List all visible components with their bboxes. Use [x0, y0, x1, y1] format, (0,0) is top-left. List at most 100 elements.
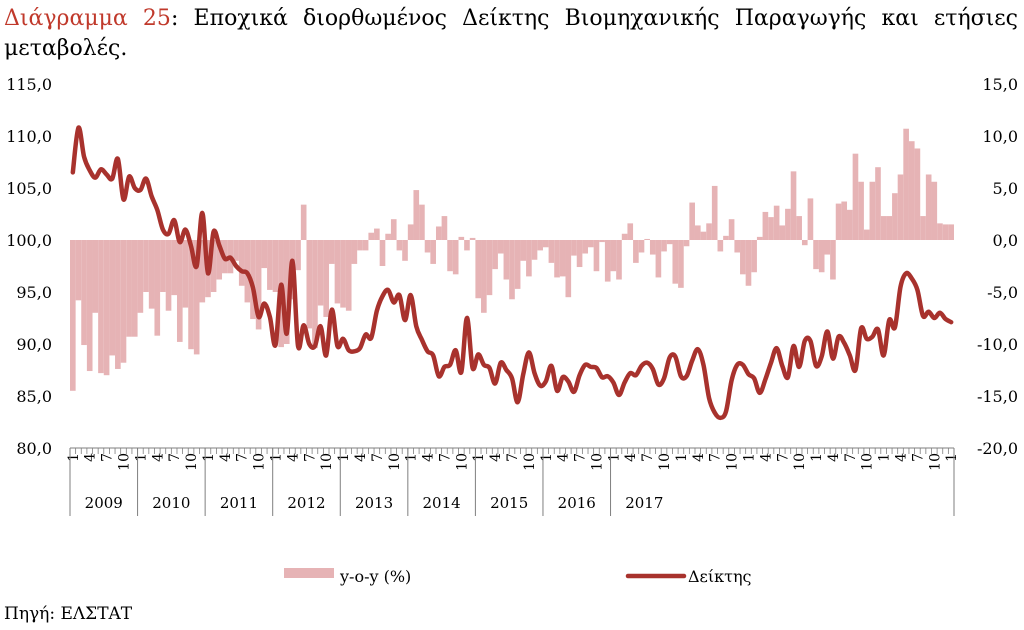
month-tick-label: 10 [387, 453, 403, 471]
bar [98, 240, 104, 374]
year-label: 2014 [423, 494, 461, 512]
month-tick-label: 7 [235, 453, 251, 462]
bar [678, 240, 684, 288]
bar [233, 240, 239, 261]
bar [312, 240, 318, 349]
bar [903, 128, 909, 240]
bar [571, 240, 577, 256]
month-tick-label: 10 [725, 453, 741, 471]
right-axis-tick-label: 5,0 [993, 179, 1018, 198]
bar [627, 223, 634, 240]
month-tick-label: 7 [910, 453, 926, 462]
left-axis-tick-label: 80,0 [16, 439, 52, 458]
month-tick-label: 4 [556, 453, 572, 462]
bar [925, 174, 932, 240]
month-tick-label: 1 [809, 453, 825, 462]
title-label: Διάγραμμα 25 [4, 6, 171, 31]
bar [666, 240, 673, 245]
bar [368, 232, 375, 240]
bar [148, 240, 155, 309]
right-axis-tick-label: 10,0 [982, 127, 1018, 146]
month-tick-label: 7 [437, 453, 453, 462]
bar [165, 240, 172, 311]
bar [604, 240, 611, 282]
month-tick-label: 1 [877, 453, 893, 462]
bar [880, 216, 887, 240]
bar [481, 240, 487, 313]
bar [554, 240, 560, 278]
bar [75, 240, 82, 301]
month-tick-label: 4 [218, 453, 234, 462]
bar [756, 236, 763, 240]
bar [542, 240, 549, 248]
bar [841, 201, 848, 240]
bar [813, 240, 819, 270]
bar [86, 240, 93, 372]
bar [785, 208, 791, 240]
bar [559, 240, 566, 277]
bar [182, 240, 189, 308]
month-tick-label: 7 [167, 453, 183, 462]
month-tick-label: 10 [454, 453, 470, 471]
bar [109, 240, 116, 356]
chart: 80,085,090,095,0100,0105,0110,0115,0-20,… [6, 75, 1018, 586]
bar [261, 240, 268, 269]
bar [751, 240, 757, 273]
axes: 80,085,090,095,0100,0105,0110,0115,0-20,… [6, 75, 1018, 516]
bar [576, 240, 583, 268]
bar [672, 240, 679, 284]
bar [531, 240, 538, 260]
bar [317, 240, 324, 306]
bar [762, 211, 769, 240]
bar [115, 240, 121, 369]
bar [937, 223, 943, 240]
bar [897, 174, 904, 240]
month-tick-label: 10 [522, 453, 538, 471]
bar [295, 240, 301, 271]
bar [830, 240, 836, 280]
month-tick-label: 7 [843, 453, 859, 462]
month-tick-label: 1 [741, 453, 757, 462]
bar [329, 240, 335, 264]
bar [694, 225, 701, 240]
month-tick-label: 4 [488, 453, 504, 462]
bar [796, 216, 802, 240]
month-tick-label: 1 [674, 453, 690, 462]
bar [801, 240, 808, 246]
bar [548, 240, 555, 263]
bar [807, 198, 814, 240]
bar [424, 240, 431, 253]
bar [362, 240, 369, 251]
month-tick-label: 1 [471, 453, 487, 462]
bar [402, 240, 408, 261]
left-axis-tick-label: 95,0 [16, 283, 52, 302]
bar [689, 202, 695, 240]
year-label: 2010 [152, 494, 190, 512]
month-tick-label: 4 [623, 453, 639, 462]
bar [537, 240, 543, 251]
year-label: 2009 [85, 494, 123, 512]
month-tick-label: 4 [353, 453, 369, 462]
bar [357, 240, 363, 251]
bar [599, 240, 605, 243]
bar [711, 185, 718, 240]
month-tick-label: 4 [758, 453, 774, 462]
bar [863, 229, 870, 240]
bar [852, 153, 859, 240]
bar [70, 240, 76, 391]
bar [441, 216, 448, 240]
month-tick-label: 7 [775, 453, 791, 462]
bar [458, 236, 465, 240]
legend-bar-label: y-o-y (%) [339, 567, 411, 586]
month-tick-label: 4 [826, 453, 842, 462]
left-axis-tick-label: 110,0 [6, 127, 52, 146]
line-series [70, 125, 954, 421]
bar [661, 240, 667, 252]
bar [419, 204, 425, 240]
bar [790, 171, 797, 240]
bar [717, 240, 724, 252]
bar [892, 193, 898, 240]
bar [593, 240, 600, 272]
index-line [70, 125, 954, 421]
month-tick-label: 1 [66, 453, 82, 462]
